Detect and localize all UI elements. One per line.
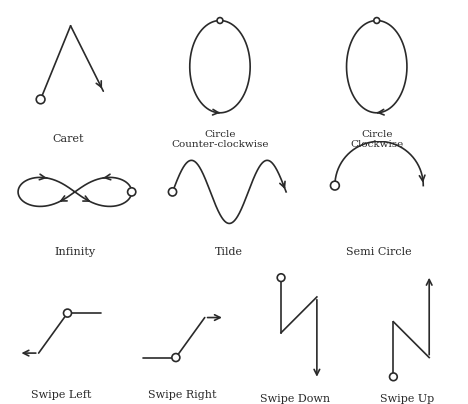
Text: Tilde: Tilde [215, 247, 243, 257]
Text: Circle
Counter-clockwise: Circle Counter-clockwise [171, 130, 269, 149]
Circle shape [277, 274, 285, 282]
Text: Semi Circle: Semi Circle [346, 247, 412, 257]
Circle shape [172, 354, 180, 362]
Text: Caret: Caret [52, 134, 84, 144]
Circle shape [217, 17, 223, 23]
Circle shape [168, 188, 176, 196]
Text: Circle
Clockwise: Circle Clockwise [350, 130, 403, 149]
Text: Swipe Left: Swipe Left [30, 390, 91, 400]
Circle shape [64, 309, 72, 317]
Circle shape [128, 188, 136, 196]
Circle shape [374, 17, 380, 23]
Circle shape [330, 181, 339, 190]
Text: Swipe Down: Swipe Down [260, 394, 330, 404]
Text: Swipe Right: Swipe Right [148, 390, 217, 400]
Text: Swipe Up: Swipe Up [380, 394, 434, 404]
Text: Infinity: Infinity [54, 247, 95, 257]
Circle shape [36, 95, 45, 104]
Circle shape [389, 373, 397, 381]
